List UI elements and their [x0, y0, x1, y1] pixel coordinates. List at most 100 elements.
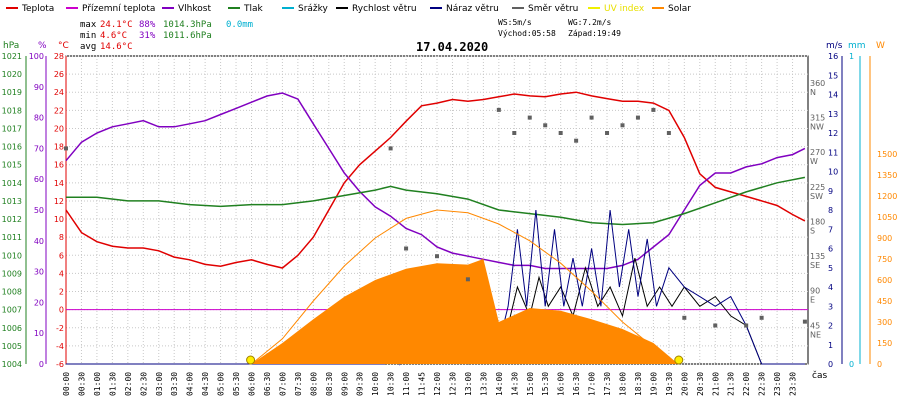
unit-w: W	[876, 41, 885, 51]
winddir-point	[635, 115, 640, 120]
tick-label-humidity: 10	[34, 329, 44, 338]
stat-avg-temp: 14.6°C	[100, 42, 133, 52]
tick-label-pressure: 1004	[2, 360, 22, 369]
axis-unit-headers: hPa % °C m/s mm W čas	[3, 41, 885, 381]
tick-label-temperature: 20	[54, 124, 64, 133]
tick-label-pressure: 1018	[2, 106, 22, 115]
winddir-point	[388, 146, 393, 151]
tick-label-time: 18:30	[634, 372, 643, 396]
tick-label-winddir: NE	[810, 330, 821, 339]
axis-ticks: 1004100510061007100810091010101110121013…	[2, 52, 898, 396]
tick-label-time: 20:30	[696, 372, 705, 396]
tick-label-pressure: 1019	[2, 88, 22, 97]
tick-label-humidity: 20	[34, 298, 44, 307]
tick-label-time: 01:00	[93, 372, 102, 396]
unit-pct: %	[38, 41, 47, 51]
tick-label-rain: 1	[849, 52, 854, 61]
winddir-point	[465, 277, 470, 282]
tick-label-temperature: 22	[54, 106, 64, 115]
tick-label-time: 06:00	[248, 372, 257, 396]
series-line-teplota	[65, 91, 806, 269]
tick-label-time: 15:30	[541, 372, 550, 396]
tick-label-time: 16:00	[557, 372, 566, 396]
winddir-point	[713, 323, 718, 328]
legend-item-srazky: Srážky	[282, 4, 329, 14]
svg-text:Náraz větru: Náraz větru	[446, 4, 499, 14]
tick-label-temperature: 2	[59, 288, 64, 297]
legend-item-prizemni-teplota: Přízemní teplota	[66, 4, 155, 14]
tick-label-temperature: 24	[54, 88, 64, 97]
tick-label-time: 02:00	[124, 372, 133, 396]
tick-label-solar: 0	[877, 360, 882, 369]
wind-speed-avg: WS:5m/s	[498, 18, 532, 27]
tick-label-humidity: 40	[34, 237, 44, 246]
tick-label-time: 21:30	[727, 372, 736, 396]
tick-label-pressure: 1010	[2, 251, 22, 260]
tick-label-winddir: N	[810, 88, 816, 97]
tick-label-time: 03:00	[155, 372, 164, 396]
tick-label-solar: 150	[877, 339, 892, 348]
winddir-point	[666, 131, 671, 135]
stat-min-press: 1011.6hPa	[163, 31, 212, 41]
tick-label-time: 18:00	[619, 372, 628, 396]
tick-label-time: 08:00	[309, 372, 318, 396]
tick-label-humidity: 50	[34, 206, 44, 215]
svg-text:Solar: Solar	[668, 4, 691, 14]
tick-label-windspeed: 10	[828, 168, 838, 177]
tick-label-pressure: 1012	[2, 215, 22, 224]
tick-label-humidity: 60	[34, 175, 44, 184]
tick-label-windspeed: 12	[828, 129, 838, 138]
svg-text:Teplota: Teplota	[21, 4, 54, 14]
unit-mm: mm	[848, 41, 866, 51]
stat-max-hum: 88%	[139, 20, 156, 30]
tick-label-time: 08:30	[325, 372, 334, 396]
tick-label-time: 20:00	[680, 372, 689, 396]
tick-label-pressure: 1009	[2, 269, 22, 278]
series-area-solar	[251, 259, 679, 364]
winddir-point	[574, 138, 579, 143]
tick-label-temperature: 10	[54, 215, 64, 224]
tick-label-pressure: 1011	[2, 233, 22, 242]
winddir-point	[527, 115, 532, 120]
tick-label-time: 22:00	[742, 372, 751, 396]
tick-label-time: 14:30	[510, 372, 519, 396]
tick-label-solar: 1350	[877, 171, 897, 180]
sunrise-time: Východ:05:58	[498, 29, 556, 38]
tick-label-pressure: 1016	[2, 143, 22, 152]
tick-label-solar: 300	[877, 318, 892, 327]
plot-marks	[64, 91, 808, 366]
tick-label-temperature: -2	[56, 324, 64, 333]
legend-item-teplota: Teplota	[6, 4, 54, 14]
legend-item-uv-index: UV index	[588, 4, 645, 14]
tick-label-time: 23:00	[773, 372, 782, 396]
winddir-point	[651, 107, 656, 112]
winddir-point	[605, 131, 610, 135]
tick-label-windspeed: 5	[828, 264, 833, 273]
winddir-point	[435, 254, 439, 259]
tick-label-humidity: 100	[29, 52, 44, 61]
legend-item-rychlost-vetru: Rychlost větru	[336, 4, 417, 14]
tick-label-time: 12:30	[448, 372, 457, 396]
unit-cas: čas	[812, 370, 827, 381]
tick-label-temperature: 16	[54, 161, 64, 170]
tick-label-winddir-deg: 135	[810, 252, 825, 261]
tick-label-winddir-deg: 180	[810, 217, 825, 226]
winddir-point	[802, 319, 807, 324]
tick-label-solar: 750	[877, 255, 892, 264]
tick-label-temperature: 0	[59, 306, 64, 315]
svg-text:Srážky: Srážky	[298, 4, 329, 14]
tick-label-temperature: 18	[54, 143, 64, 152]
tick-label-winddir-deg: 270	[810, 148, 825, 157]
stat-max-label: max	[80, 20, 97, 30]
tick-label-pressure: 1005	[2, 342, 22, 351]
tick-label-pressure: 1014	[2, 179, 22, 188]
winddir-point	[496, 107, 501, 112]
tick-label-windspeed: 14	[828, 91, 838, 100]
tick-label-solar: 600	[877, 276, 892, 285]
svg-text:Tlak: Tlak	[243, 4, 264, 14]
svg-text:UV index: UV index	[604, 4, 645, 14]
legend-item-naraz-vetru: Náraz větru	[430, 4, 499, 14]
stats-block: max 24.1°C 88% 1014.3hPa 0.0mm min 4.6°C…	[80, 20, 253, 52]
tick-label-windspeed: 7	[828, 225, 833, 234]
